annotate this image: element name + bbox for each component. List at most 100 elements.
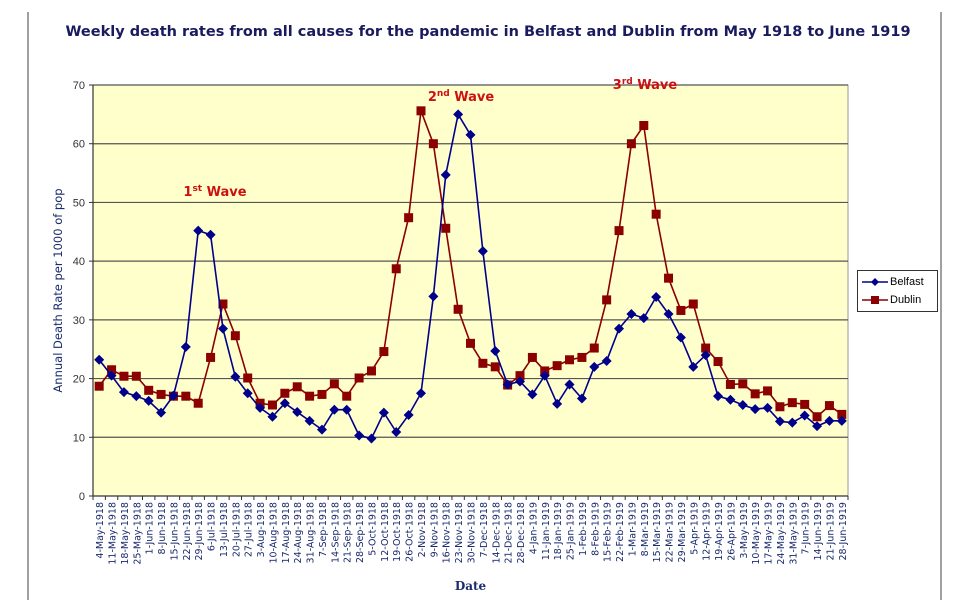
data-point-dublin xyxy=(824,401,834,411)
data-point-dublin xyxy=(94,381,104,391)
data-point-belfast xyxy=(440,169,451,180)
data-point-dublin xyxy=(317,389,327,399)
x-tick-label: 17-May-1919 xyxy=(764,502,775,565)
data-point-belfast xyxy=(774,416,785,427)
x-tick-label: 20-Jul-1918 xyxy=(231,502,242,557)
data-point-dublin xyxy=(614,226,624,236)
x-tick-label: 8-Feb-1919 xyxy=(590,502,601,556)
data-point-dublin xyxy=(243,373,253,383)
data-point-dublin xyxy=(664,273,674,283)
data-point-dublin xyxy=(713,357,723,367)
data-point-belfast xyxy=(688,361,699,372)
data-point-belfast xyxy=(713,391,724,402)
legend-label-dublin: Dublin xyxy=(890,294,922,306)
window-border-left xyxy=(27,12,29,600)
data-point-dublin xyxy=(416,106,426,116)
data-point-belfast xyxy=(490,345,501,356)
y-tick-label: 0 xyxy=(79,491,85,503)
data-point-belfast xyxy=(217,323,228,334)
x-tick-label: 1-Jun-1918 xyxy=(145,502,156,554)
data-point-dublin xyxy=(342,391,352,401)
data-point-dublin xyxy=(379,347,389,357)
data-point-belfast xyxy=(626,308,637,319)
x-tick-label: 12-Oct-1918 xyxy=(380,502,391,562)
data-point-dublin xyxy=(218,299,228,309)
data-point-belfast xyxy=(799,410,810,421)
data-point-belfast xyxy=(403,409,414,420)
x-tick-label: 4-Jan-1919 xyxy=(528,502,539,554)
data-point-belfast xyxy=(725,394,736,405)
window-border-right xyxy=(940,12,942,600)
data-point-dublin xyxy=(453,304,463,314)
x-tick-label: 19-Oct-1918 xyxy=(392,502,403,562)
x-tick-label: 27-Jul-1918 xyxy=(244,502,255,557)
data-point-belfast xyxy=(750,404,761,415)
data-point-dublin xyxy=(329,379,339,389)
data-point-dublin xyxy=(775,402,785,412)
data-point-dublin xyxy=(688,299,698,309)
data-point-belfast xyxy=(576,393,587,404)
data-point-dublin xyxy=(292,382,302,392)
data-point-belfast xyxy=(230,371,241,382)
x-tick-label: 22-Feb-1919 xyxy=(615,502,626,562)
data-point-belfast xyxy=(366,433,377,444)
wave-annotation: 2nd Wave xyxy=(428,89,495,105)
x-tick-label: 24-May-1919 xyxy=(776,502,787,565)
data-point-belfast xyxy=(156,407,167,418)
data-point-dublin xyxy=(305,391,315,401)
x-tick-label: 24-Aug-1918 xyxy=(293,502,304,563)
x-tick-label: 14-Dec-1918 xyxy=(491,502,502,564)
data-point-dublin xyxy=(156,389,166,399)
x-tick-label: 22-Jun-1918 xyxy=(182,502,193,561)
data-point-dublin xyxy=(837,409,847,419)
data-point-belfast xyxy=(391,427,402,438)
data-point-belfast xyxy=(180,341,191,352)
data-point-belfast xyxy=(267,411,278,422)
data-point-belfast xyxy=(787,417,798,428)
x-tick-label: 28-Dec-1918 xyxy=(516,502,527,564)
data-point-belfast xyxy=(465,129,476,140)
data-point-dublin xyxy=(107,365,117,375)
data-point-dublin xyxy=(280,388,290,398)
x-tick-label: 23-Nov-1918 xyxy=(454,502,465,563)
data-point-dublin xyxy=(750,389,760,399)
y-tick-label: 60 xyxy=(73,139,85,151)
data-point-belfast xyxy=(94,354,105,365)
x-tick-label: 29-Mar-1919 xyxy=(677,502,688,562)
data-point-dublin xyxy=(181,391,191,401)
plot-area xyxy=(92,84,849,497)
x-tick-label: 21-Dec-1918 xyxy=(504,502,515,564)
data-point-belfast xyxy=(700,350,711,361)
x-tick-label: 21-Jun-1919 xyxy=(825,502,836,561)
data-point-dublin xyxy=(676,305,686,315)
x-tick-label: 6-Jul-1918 xyxy=(207,502,218,551)
data-point-dublin xyxy=(602,295,612,305)
square-marker-icon xyxy=(862,296,888,304)
x-tick-label: 8-Jun-1918 xyxy=(157,502,168,554)
data-point-belfast xyxy=(824,415,835,426)
x-tick-label: 5-Apr-1919 xyxy=(689,502,700,555)
data-point-dublin xyxy=(366,366,376,376)
data-point-dublin xyxy=(800,399,810,409)
data-point-dublin xyxy=(589,343,599,353)
x-tick-label: 31-May-1919 xyxy=(788,502,799,565)
x-tick-label: 13-Jul-1918 xyxy=(219,502,230,557)
data-point-belfast xyxy=(354,430,365,441)
x-tick-label: 31-Aug-1918 xyxy=(306,502,317,563)
x-tick-label: 1-Mar-1919 xyxy=(627,502,638,556)
y-tick-label: 30 xyxy=(73,315,85,327)
legend-item-dublin: Dublin xyxy=(862,292,921,308)
diamond-marker-icon xyxy=(862,278,888,286)
data-point-belfast xyxy=(131,391,142,402)
data-point-dublin xyxy=(639,121,649,131)
x-tick-label: 22-Mar-1919 xyxy=(665,502,676,562)
data-point-dublin xyxy=(230,331,240,341)
x-tick-label: 16-Nov-1918 xyxy=(442,502,453,563)
x-tick-label: 26-Apr-1919 xyxy=(726,502,737,561)
data-point-belfast xyxy=(539,370,550,381)
data-point-belfast xyxy=(242,388,253,399)
y-tick-label: 10 xyxy=(73,432,85,444)
data-point-dublin xyxy=(725,379,735,389)
data-point-dublin xyxy=(565,355,575,365)
data-point-belfast xyxy=(341,404,352,415)
